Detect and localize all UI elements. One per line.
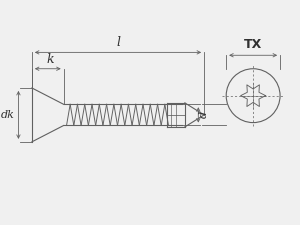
Text: d: d bbox=[199, 111, 209, 119]
Text: TX: TX bbox=[244, 38, 262, 52]
Text: dk: dk bbox=[1, 110, 15, 120]
Text: l: l bbox=[116, 36, 120, 49]
Text: k: k bbox=[47, 53, 55, 66]
